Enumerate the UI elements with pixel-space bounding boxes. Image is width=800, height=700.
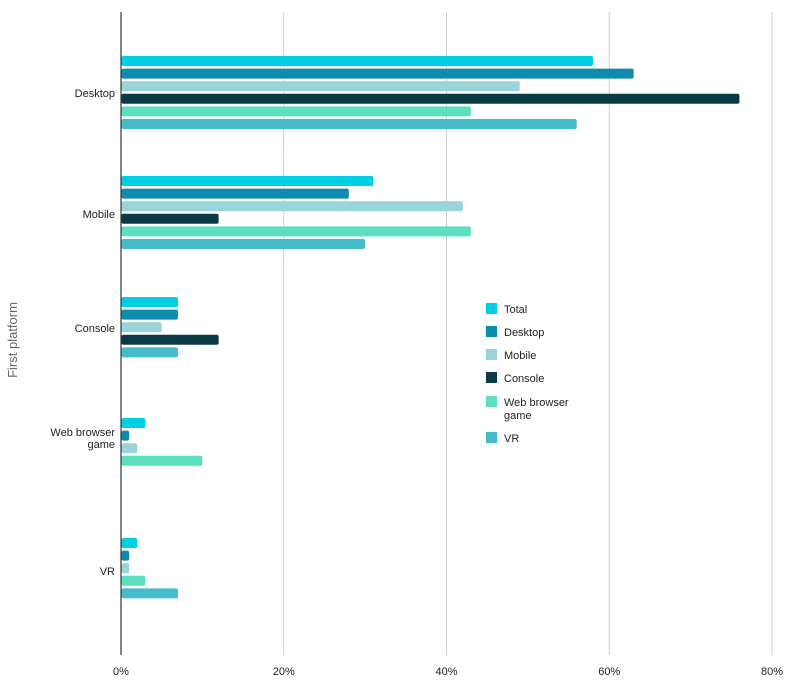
bars [121,56,740,599]
legend-label: Web browser [504,397,569,409]
legend-swatch [486,303,497,314]
category-label: game [87,439,115,451]
bar-mobile [121,322,162,333]
bar-vr [121,588,178,599]
bar-vr [121,239,366,249]
x-tick-label: 40% [435,666,457,678]
category-label: Console [75,323,115,335]
x-tick-label: 60% [598,666,620,678]
bar-vr [121,347,178,358]
legend-swatch [486,349,497,360]
bar-desktop [121,550,130,561]
bar-web-browser-game [121,455,203,466]
bar-web-browser-game [121,226,471,237]
legend-label: Total [504,304,527,316]
y-axis-title: First platform [5,302,20,378]
bar-mobile [121,443,138,454]
legend-swatch [486,432,497,443]
x-tick-label: 80% [761,666,783,678]
bar-total [121,297,178,307]
bar-mobile [121,201,463,212]
bar-vr [121,119,577,129]
bar-desktop [121,309,178,320]
bar-mobile [121,563,130,574]
bar-total [121,538,138,548]
bar-desktop [121,68,634,79]
legend-swatch [486,372,497,383]
bar-console [121,213,219,224]
x-tick-label: 0% [113,666,129,678]
legend-label: VR [504,433,519,445]
x-tick-label: 20% [273,666,295,678]
category-label: Desktop [75,88,115,100]
bar-desktop [121,430,130,441]
legend-label: Console [504,373,544,385]
category-label: VR [100,566,115,578]
bar-total [121,56,593,66]
legend-label: Desktop [504,327,544,339]
category-label: Mobile [83,209,115,221]
x-tick-labels: 0% 20% 40% 60% 80% [113,666,783,678]
bar-web-browser-game [121,106,471,117]
bar-console [121,334,219,345]
bar-total [121,418,146,428]
category-label: Web browser [50,427,115,439]
legend: Total Desktop Mobile Console Web browsergame… [486,303,569,445]
legend-label: Mobile [504,350,536,362]
legend-label: game [504,410,532,422]
legend-swatch [486,396,497,407]
bar-mobile [121,81,520,92]
bar-desktop [121,188,349,199]
bar-console [121,93,740,104]
legend-swatch [486,326,497,337]
bar-total [121,176,374,186]
bar-web-browser-game [121,575,146,586]
